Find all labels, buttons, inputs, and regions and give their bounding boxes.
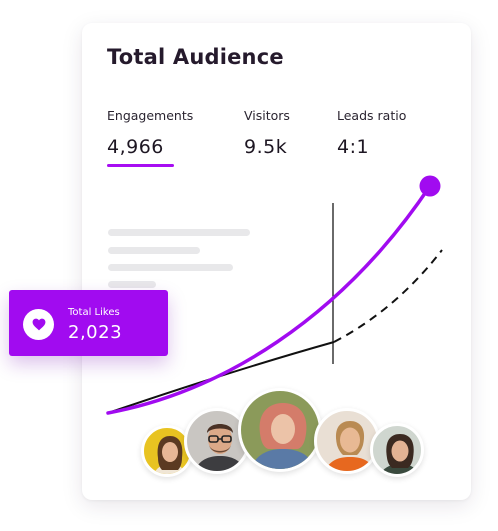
stat-value: 9.5k [244, 136, 288, 158]
avatar-woman-smiling-orange-top[interactable] [314, 408, 380, 474]
placeholder-line [108, 229, 250, 236]
primary-trend-endpoint [419, 175, 441, 197]
secondary-trend-projection [333, 249, 443, 343]
stat-visitors[interactable]: Visitors 9.5k [244, 108, 290, 158]
avatar-woman-dark-hair[interactable] [370, 423, 424, 477]
primary-trend-line [106, 184, 432, 415]
total-likes-card: Total Likes 2,023 [9, 290, 168, 356]
stat-leads-ratio[interactable]: Leads ratio 4:1 [337, 108, 406, 158]
heart-icon [23, 309, 54, 340]
placeholder-line [108, 247, 200, 254]
stat-label: Leads ratio [337, 108, 407, 123]
total-likes-label: Total Likes [68, 307, 120, 318]
stat-value: 4,966 [107, 136, 164, 158]
total-likes-value: 2,023 [68, 322, 123, 343]
stat-engagements[interactable]: Engagements 4,966 [107, 108, 193, 167]
card-title: Total Audience [107, 45, 284, 69]
placeholder-line [108, 264, 233, 271]
stat-label: Engagements [107, 108, 194, 123]
placeholder-line [108, 281, 156, 288]
stat-value: 4:1 [337, 136, 370, 158]
secondary-trend-line [107, 341, 335, 414]
avatar-woman-red-hair[interactable] [238, 388, 322, 472]
active-stat-underline [107, 164, 174, 167]
stat-label: Visitors [244, 108, 290, 123]
